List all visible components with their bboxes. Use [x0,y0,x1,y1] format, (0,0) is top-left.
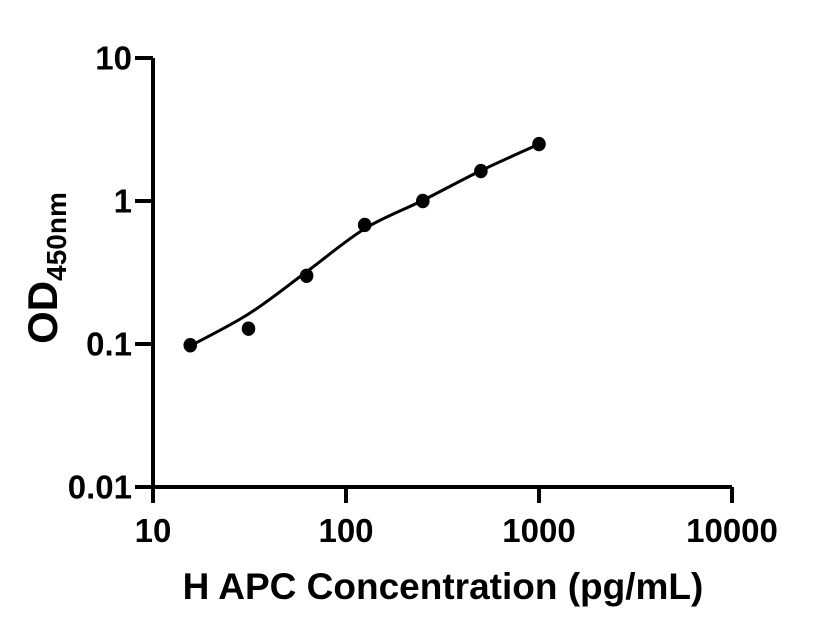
y-axis-title-main: OD [19,281,66,344]
y-tick-label: 0.01 [68,469,132,506]
data-point [183,338,198,353]
y-tick-label: 0.1 [86,326,132,363]
x-tick-label: 1000 [502,512,575,549]
y-tick-label: 1 [114,183,132,220]
data-point [241,321,256,336]
x-tick-label: 10 [135,512,172,549]
data-point [299,268,314,283]
x-axis-title: H APC Concentration (pg/mL) [183,566,704,607]
x-tick-label: 100 [318,512,373,549]
axis-spine [151,58,732,489]
data-point [532,136,546,152]
y-axis-title: OD450nm [19,192,72,344]
y-tick-label: 10 [95,40,132,77]
data-point [416,193,430,209]
data-point [357,217,372,233]
x-tick-label: 10000 [686,512,778,549]
data-point [474,163,488,179]
y-axis-title-subscript: 450nm [41,192,72,281]
